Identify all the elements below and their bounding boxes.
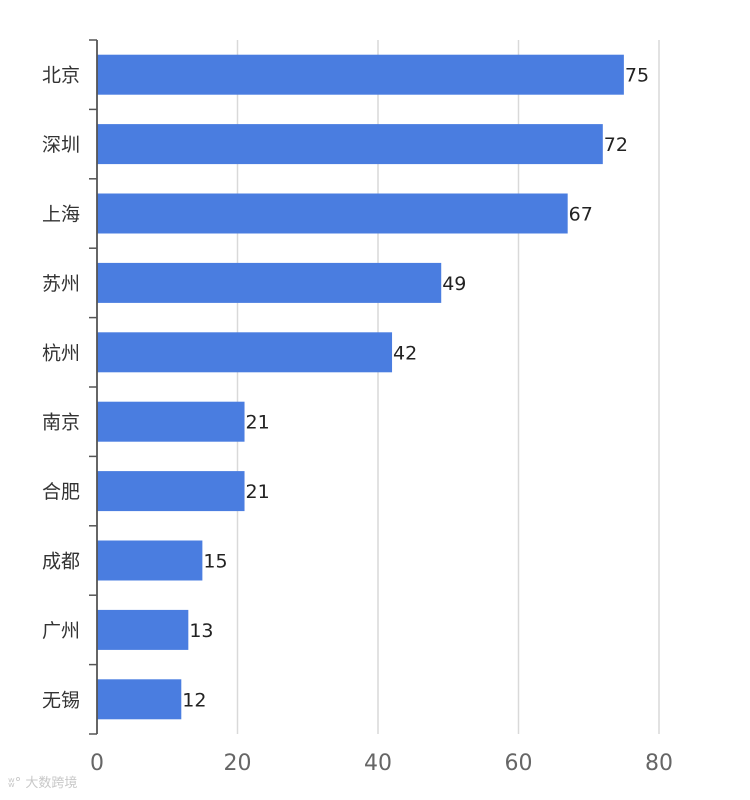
axes [89, 39, 98, 735]
bar [97, 54, 624, 95]
category-label: 深圳 [42, 134, 80, 156]
value-label: 75 [625, 65, 649, 87]
category-label: 成都 [42, 551, 80, 573]
value-label: 13 [189, 620, 213, 642]
value-label: 42 [393, 342, 417, 364]
value-label: 49 [442, 273, 466, 295]
category-label: 苏州 [42, 273, 80, 295]
category-label: 北京 [42, 65, 80, 87]
watermark-logo-icon: ʬ° [8, 776, 22, 791]
x-tick-label: 20 [224, 751, 252, 776]
x-tick-label: 0 [90, 751, 104, 776]
x-tick-label: 80 [645, 751, 673, 776]
bar [97, 609, 189, 650]
bar [97, 471, 245, 512]
value-label: 72 [604, 134, 628, 156]
x-tick-label: 40 [364, 751, 392, 776]
value-label: 21 [246, 412, 270, 434]
category-label: 广州 [42, 620, 80, 642]
value-label: 12 [182, 689, 206, 711]
bars [97, 54, 624, 720]
bar [97, 332, 393, 373]
watermark: ʬ° 大数跨境 [8, 772, 77, 791]
category-label: 上海 [42, 204, 80, 226]
bar [97, 193, 568, 234]
labels: 0 20 40 60 80 北京 75 深圳 72 上海 67 苏州 49 杭州 42 南京 21 合肥 21 成都 1… [42, 65, 673, 776]
bar [97, 401, 245, 442]
category-label: 合肥 [42, 481, 80, 503]
x-tick-label: 60 [505, 751, 533, 776]
value-label: 15 [203, 551, 227, 573]
bar [97, 679, 182, 720]
category-label: 无锡 [42, 689, 80, 711]
value-label: 21 [246, 481, 270, 503]
bar [97, 540, 203, 581]
category-label: 杭州 [42, 342, 80, 364]
bar [97, 124, 603, 165]
bar [97, 262, 442, 303]
category-label: 南京 [42, 412, 80, 434]
watermark-text: 大数跨境 [25, 776, 78, 791]
value-label: 67 [569, 204, 593, 226]
